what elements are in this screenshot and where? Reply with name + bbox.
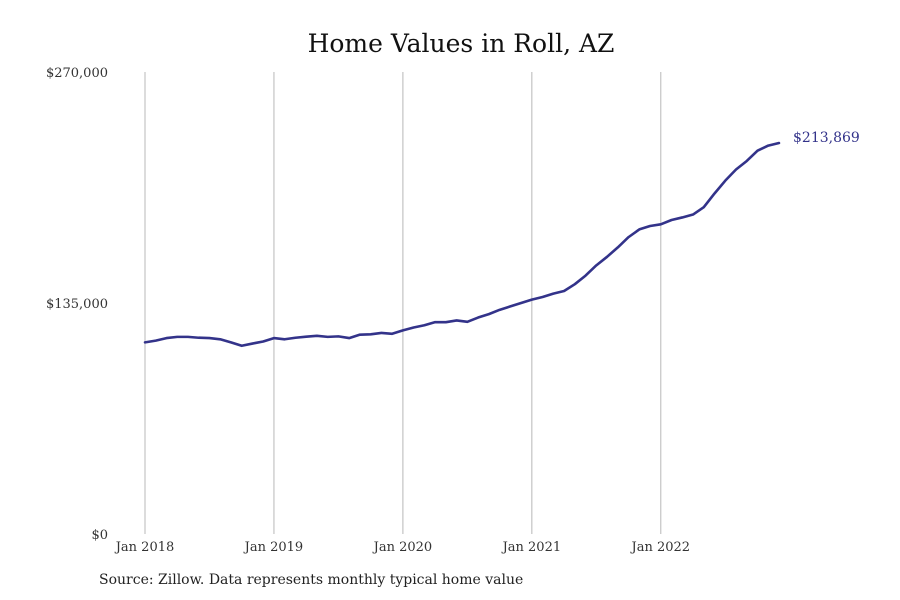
y-axis-ticks: $0 $135,000 $270,000 <box>46 66 108 543</box>
y-tick-label: $0 <box>91 528 108 543</box>
x-tick-label: Jan 2021 <box>501 540 562 555</box>
x-tick-label: Jan 2019 <box>243 540 304 555</box>
x-tick-label: Jan 2020 <box>372 540 433 555</box>
end-value-label: $213,869 <box>793 130 860 146</box>
y-tick-label: $270,000 <box>46 66 108 81</box>
series-line <box>143 141 781 348</box>
x-axis-ticks: Jan 2018 Jan 2019 Jan 2020 Jan 2021 Jan 2022 <box>114 540 690 555</box>
x-tick-label: Jan 2018 <box>114 540 175 555</box>
chart-title: Home Values in Roll, AZ <box>308 29 615 58</box>
x-tick-label: Jan 2022 <box>630 540 691 555</box>
grid-lines <box>144 72 662 534</box>
source-note: Source: Zillow. Data represents monthly … <box>99 572 524 588</box>
series-layer: $213,869 <box>143 130 860 348</box>
y-tick-label: $135,000 <box>46 297 108 312</box>
